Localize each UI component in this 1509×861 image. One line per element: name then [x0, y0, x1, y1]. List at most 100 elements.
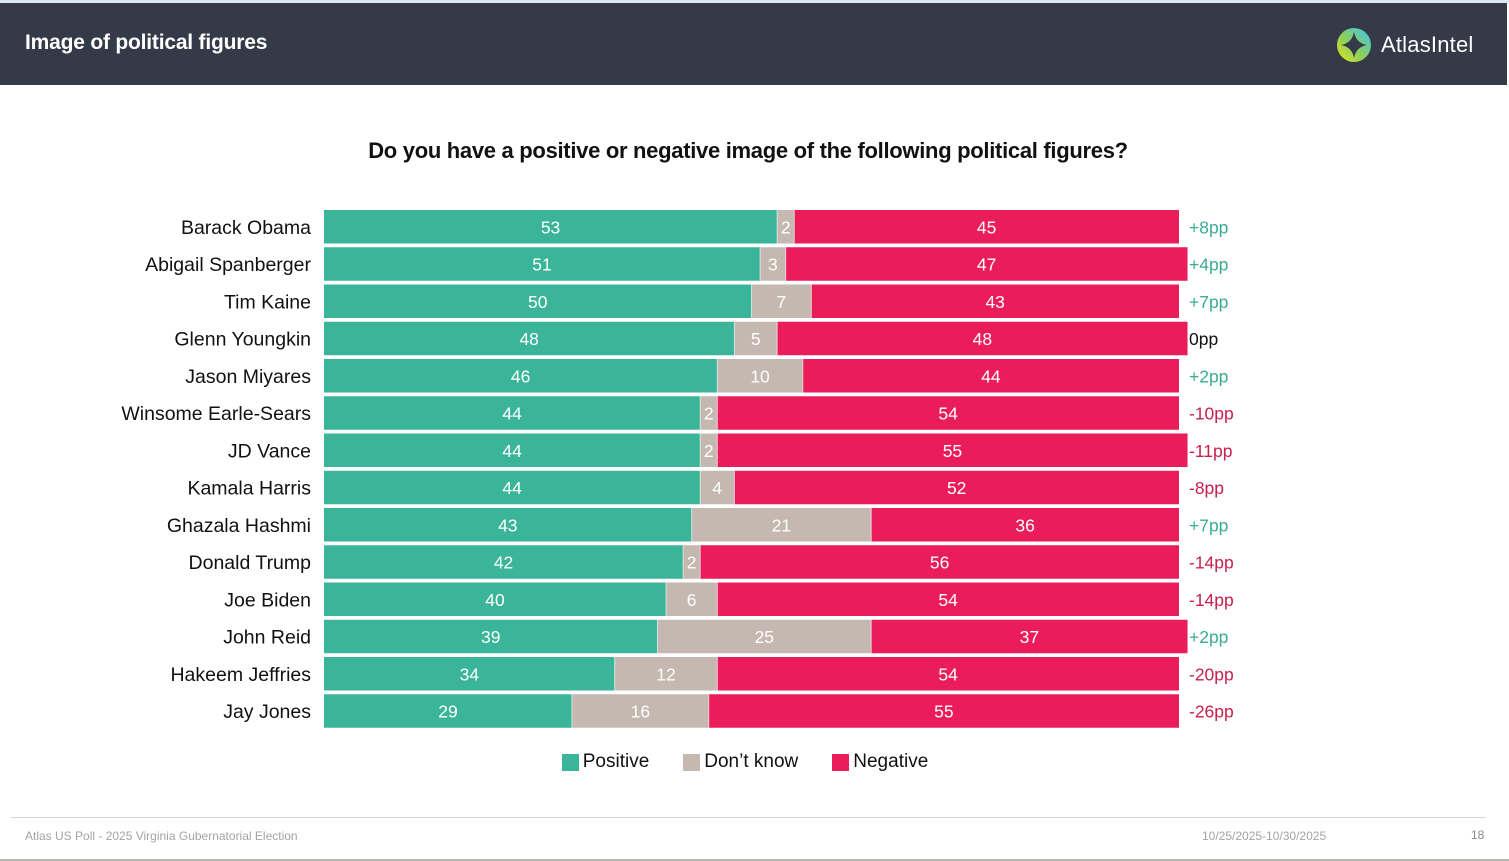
category-label: Tim Kaine	[224, 291, 311, 313]
bar-segment-positive	[324, 247, 761, 281]
bar-row: Hakeem Jeffries 34 12 54 -20pp	[170, 657, 1234, 691]
segment-separator	[708, 694, 710, 728]
bar-segment-dont-know	[700, 433, 718, 467]
data-label-dont-know: 6	[687, 590, 697, 610]
data-label-negative: 45	[977, 217, 996, 237]
category-label: Winsome Earle-Sears	[121, 403, 311, 425]
data-label-dont-know: 7	[777, 292, 787, 312]
data-label-dont-know: 10	[750, 366, 770, 386]
legend-swatch-dont-know	[683, 753, 701, 771]
bar-segment-dont-know	[700, 470, 735, 505]
bar-row: Tim Kaine 50 7 43 +7pp	[224, 284, 1228, 318]
bar-row: Jason Miyares 46 10 44 +2pp	[185, 359, 1228, 393]
bottom-border	[0, 859, 1509, 861]
segment-separator	[870, 619, 872, 654]
segment-separator	[793, 210, 795, 244]
bar-segment-negative	[734, 470, 1179, 505]
footer-divider	[11, 817, 1486, 818]
bar-segment-positive	[324, 508, 692, 542]
legend-item-positive: Positive	[561, 751, 649, 773]
net-difference-label: -20pp	[1189, 664, 1234, 684]
bar-segment-positive	[324, 210, 778, 244]
category-label: Glenn Youngkin	[174, 329, 311, 351]
data-label-positive: 44	[502, 404, 522, 424]
net-difference-label: 0pp	[1189, 329, 1218, 349]
legend-label-dont-know: Don’t know	[704, 751, 799, 772]
segment-separator	[733, 470, 735, 505]
header-bar: Image of political figures AtlasIntel	[0, 3, 1507, 85]
top-strip	[0, 0, 1509, 3]
bar-row: JD Vance 44 2 55 -11pp	[228, 433, 1232, 467]
segment-separator	[699, 396, 701, 430]
data-label-positive: 48	[519, 329, 538, 349]
data-label-negative: 36	[1015, 515, 1034, 535]
data-label-positive: 53	[541, 217, 560, 237]
data-label-negative: 55	[943, 441, 962, 461]
legend-swatch-positive	[561, 753, 579, 771]
category-label: Barack Obama	[181, 217, 311, 239]
segment-separator	[716, 396, 718, 430]
bar-segment-dont-know	[666, 582, 718, 616]
bar-segment-dont-know	[777, 210, 795, 244]
bar-segment-negative	[871, 508, 1179, 542]
net-difference-label: -10pp	[1189, 404, 1234, 424]
data-label-positive: 51	[532, 255, 551, 275]
segment-separator	[716, 433, 718, 467]
brand-logo: AtlasIntel	[1336, 27, 1474, 63]
bar-row: Donald Trump 42 2 56 -14pp	[189, 545, 1234, 579]
bar-segment-dont-know	[571, 694, 709, 728]
bar-segment-positive	[324, 694, 572, 728]
bar-segment-dont-know	[760, 247, 786, 281]
segment-separator	[665, 582, 667, 616]
bar-row: Abigail Spanberger 51 3 47 +4pp	[145, 247, 1228, 281]
data-label-negative: 52	[947, 478, 966, 498]
data-label-dont-know: 12	[656, 664, 675, 684]
data-label-positive: 34	[460, 664, 480, 684]
category-label: Jason Miyares	[185, 366, 311, 388]
bar-row: Barack Obama 53 2 45 +8pp	[181, 210, 1228, 244]
bar-segment-positive	[324, 433, 701, 467]
data-label-dont-know: 2	[781, 217, 791, 237]
bar-segment-dont-know	[691, 508, 872, 542]
segment-separator	[810, 284, 812, 318]
segment-separator	[759, 247, 761, 281]
bar-segment-dont-know	[717, 359, 803, 393]
data-label-dont-know: 3	[768, 255, 778, 275]
segment-separator	[776, 321, 778, 356]
data-label-dont-know: 2	[687, 553, 697, 573]
bar-row: Winsome Earle-Sears 44 2 54 -10pp	[121, 396, 1234, 430]
segment-separator	[802, 359, 804, 393]
category-label: Jay Jones	[223, 701, 311, 723]
data-label-dont-know: 21	[772, 515, 791, 535]
data-label-positive: 40	[485, 590, 505, 610]
segment-separator	[699, 545, 701, 579]
bar-segment-dont-know	[657, 619, 872, 654]
data-label-negative: 47	[977, 255, 996, 275]
legend-label-negative: Negative	[853, 751, 929, 772]
bar-segment-positive	[324, 619, 658, 654]
bar-segment-negative	[708, 694, 1179, 728]
category-label: Kamala Harris	[187, 478, 311, 500]
data-label-dont-know: 5	[751, 329, 761, 349]
bar-segment-negative	[811, 284, 1179, 318]
net-difference-label: +4pp	[1189, 255, 1228, 275]
net-difference-label: -14pp	[1189, 553, 1234, 573]
net-difference-label: +7pp	[1189, 515, 1228, 535]
footer-date-range: 10/25/2025-10/30/2025	[1202, 829, 1327, 843]
segment-separator	[776, 210, 778, 244]
bar-segment-dont-know	[683, 545, 701, 579]
bar-segment-negative	[785, 247, 1188, 281]
logo-text: AtlasIntel	[1381, 32, 1474, 57]
net-difference-label: -11pp	[1189, 441, 1232, 461]
segment-separator	[785, 247, 787, 281]
net-difference-label: -14pp	[1189, 590, 1234, 610]
data-label-positive: 42	[494, 553, 513, 573]
data-label-negative: 54	[938, 590, 958, 610]
category-label: Donald Trump	[189, 552, 312, 574]
bar-row: Kamala Harris 44 4 52 -8pp	[187, 470, 1224, 505]
legend-swatch-negative	[832, 753, 850, 771]
data-label-negative: 54	[938, 404, 958, 424]
segment-separator	[716, 359, 718, 393]
footer-source: Atlas US Poll - 2025 Virginia Gubernator…	[25, 829, 298, 843]
segment-separator	[751, 284, 752, 318]
